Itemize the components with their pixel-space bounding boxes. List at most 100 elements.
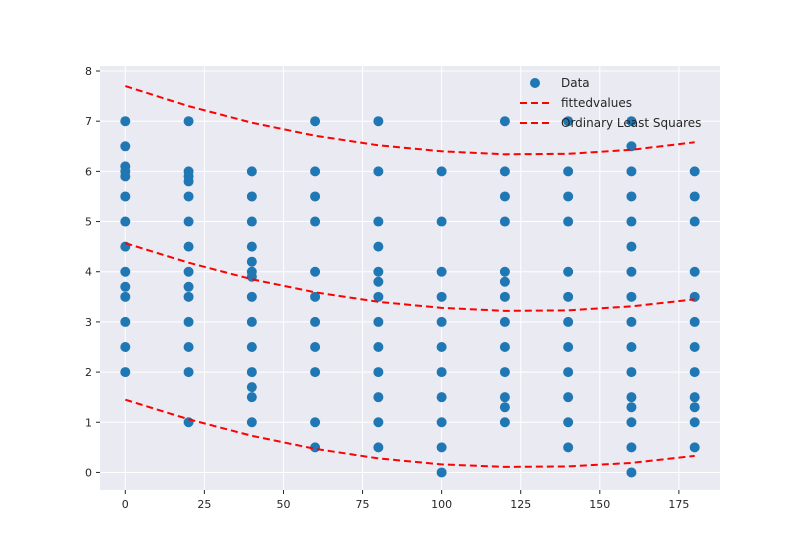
x-axis-ticks: 0 25 50 75 100 125 150 175 (122, 490, 689, 511)
y-tick-label: 2 (85, 366, 92, 379)
data-point (310, 166, 321, 177)
data-point (373, 417, 384, 428)
plot-background (100, 66, 720, 490)
data-point (246, 241, 257, 252)
data-point (499, 116, 510, 127)
data-point (626, 442, 637, 453)
data-point (436, 417, 447, 428)
data-point (626, 367, 637, 378)
data-point (689, 402, 700, 413)
data-point (310, 341, 321, 352)
data-point (563, 191, 574, 202)
data-point (626, 316, 637, 327)
data-point (310, 266, 321, 277)
data-points (120, 116, 700, 478)
data-point (563, 367, 574, 378)
data-point (310, 216, 321, 227)
data-point (310, 116, 321, 127)
data-point (183, 281, 194, 292)
data-point (183, 191, 194, 202)
y-tick-label: 1 (85, 416, 92, 429)
data-point (499, 316, 510, 327)
data-point (563, 116, 574, 127)
x-tick-label: 150 (589, 498, 610, 511)
data-point (563, 442, 574, 453)
data-point (246, 417, 257, 428)
data-point (183, 341, 194, 352)
data-point (120, 191, 131, 202)
data-point (183, 367, 194, 378)
data-point (373, 341, 384, 352)
data-point (183, 216, 194, 227)
data-point (499, 402, 510, 413)
data-point (689, 166, 700, 177)
x-tick-label: 100 (431, 498, 452, 511)
data-point (563, 216, 574, 227)
data-point (373, 166, 384, 177)
data-point (436, 291, 447, 302)
data-point (120, 291, 131, 302)
data-point (626, 417, 637, 428)
data-point (689, 392, 700, 403)
data-point (563, 291, 574, 302)
data-point (120, 341, 131, 352)
data-point (563, 316, 574, 327)
data-point (310, 417, 321, 428)
grid-lines (100, 66, 720, 490)
legend-label: Data (561, 76, 590, 90)
data-point (246, 191, 257, 202)
data-point (689, 266, 700, 277)
data-point (183, 116, 194, 127)
data-point (373, 241, 384, 252)
data-point (246, 316, 257, 327)
legend-label: fittedvalues (561, 96, 632, 110)
y-tick-label: 5 (85, 216, 92, 229)
data-point (563, 341, 574, 352)
y-tick-label: 6 (85, 165, 92, 178)
x-tick-label: 175 (668, 498, 689, 511)
data-point (436, 266, 447, 277)
data-point (626, 191, 637, 202)
x-tick-label: 75 (356, 498, 370, 511)
data-point (183, 291, 194, 302)
y-tick-label: 0 (85, 466, 92, 479)
legend-label: Ordinary Least Squares (561, 116, 701, 130)
legend-marker-data (530, 78, 540, 88)
data-point (626, 266, 637, 277)
data-point (689, 191, 700, 202)
data-point (246, 382, 257, 393)
data-point (436, 442, 447, 453)
data-point (246, 367, 257, 378)
data-point (373, 316, 384, 327)
data-point (436, 341, 447, 352)
data-point (563, 417, 574, 428)
fit-lines (125, 85, 695, 468)
data-point (183, 266, 194, 277)
data-point (499, 392, 510, 403)
data-point (563, 266, 574, 277)
data-point (246, 166, 257, 177)
data-point (373, 116, 384, 127)
data-point (120, 141, 131, 152)
fitted-values-line (125, 242, 695, 312)
data-point (120, 281, 131, 292)
data-point (689, 367, 700, 378)
data-point (183, 166, 194, 177)
data-point (626, 402, 637, 413)
data-point (436, 166, 447, 177)
data-point (373, 392, 384, 403)
data-point (499, 191, 510, 202)
data-point (689, 216, 700, 227)
y-tick-label: 7 (85, 115, 92, 128)
data-point (120, 266, 131, 277)
data-point (183, 241, 194, 252)
data-point (436, 367, 447, 378)
x-tick-label: 0 (122, 498, 129, 511)
data-point (246, 341, 257, 352)
data-point (499, 417, 510, 428)
data-point (499, 276, 510, 287)
data-point (120, 116, 131, 127)
data-point (499, 367, 510, 378)
y-tick-label: 8 (85, 65, 92, 78)
